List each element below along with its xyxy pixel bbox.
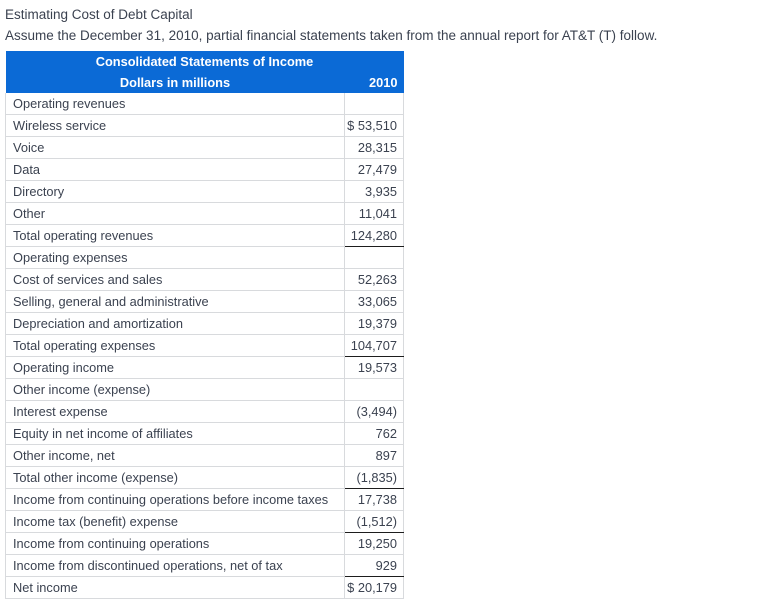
row-value: (3,494) bbox=[344, 400, 404, 423]
row-value bbox=[344, 93, 404, 115]
row-label: Income from discontinued operations, net… bbox=[5, 554, 345, 577]
row-value: 19,573 bbox=[344, 356, 404, 379]
row-label: Total operating revenues bbox=[5, 224, 345, 247]
row-label: Operating expenses bbox=[5, 246, 345, 269]
row-label: Wireless service bbox=[5, 114, 345, 137]
table-row: Operating expenses bbox=[5, 246, 404, 269]
row-value: 929 bbox=[344, 554, 404, 577]
table-header-title-row: Consolidated Statements of Income bbox=[5, 51, 404, 72]
row-value: 33,065 bbox=[344, 290, 404, 313]
table-row: Income from continuing operations before… bbox=[5, 488, 404, 511]
row-value: 104,707 bbox=[344, 334, 404, 357]
row-value bbox=[344, 246, 404, 269]
income-statement-table-wrapper: Consolidated Statements of Income Dollar… bbox=[5, 51, 404, 599]
table-row: Depreciation and amortization 19,379 bbox=[5, 312, 404, 335]
row-value: $ 53,510 bbox=[344, 114, 404, 137]
income-statement-table: Consolidated Statements of Income Dollar… bbox=[5, 51, 404, 599]
row-label: Net income bbox=[5, 576, 345, 599]
row-value: 52,263 bbox=[344, 268, 404, 291]
table-row: Income tax (benefit) expense (1,512) bbox=[5, 510, 404, 533]
table-row: Operating income 19,573 bbox=[5, 356, 404, 379]
row-label: Interest expense bbox=[5, 400, 345, 423]
row-label: Voice bbox=[5, 136, 345, 159]
table-row: Other income, net 897 bbox=[5, 444, 404, 467]
table-row: Operating revenues bbox=[5, 93, 404, 115]
row-value: 11,041 bbox=[344, 202, 404, 225]
table-row: Total operating expenses 104,707 bbox=[5, 334, 404, 357]
row-label: Other income (expense) bbox=[5, 378, 345, 401]
row-label: Equity in net income of affiliates bbox=[5, 422, 345, 445]
table-row: Equity in net income of affiliates 762 bbox=[5, 422, 404, 445]
row-value: 19,379 bbox=[344, 312, 404, 335]
row-value: 19,250 bbox=[344, 532, 404, 555]
row-label: Selling, general and administrative bbox=[5, 290, 345, 313]
table-row: Other income (expense) bbox=[5, 378, 404, 401]
table-title: Consolidated Statements of Income bbox=[5, 51, 404, 72]
row-label: Total operating expenses bbox=[5, 334, 345, 357]
table-row: Cost of services and sales 52,263 bbox=[5, 268, 404, 291]
row-label: Data bbox=[5, 158, 345, 181]
table-row: Net income $ 20,179 bbox=[5, 576, 404, 599]
row-label: Operating income bbox=[5, 356, 345, 379]
row-label: Income from continuing operations before… bbox=[5, 488, 345, 511]
column-header-year: 2010 bbox=[344, 72, 404, 93]
row-value: $ 20,179 bbox=[344, 576, 404, 599]
row-value bbox=[344, 378, 404, 401]
page-title: Estimating Cost of Debt Capital bbox=[5, 7, 193, 22]
prompt-instruction: Assume the December 31, 2010, partial fi… bbox=[5, 28, 658, 43]
table-row: Income from continuing operations 19,250 bbox=[5, 532, 404, 555]
table-row: Data 27,479 bbox=[5, 158, 404, 181]
table-row: Directory 3,935 bbox=[5, 180, 404, 203]
table-row: Voice 28,315 bbox=[5, 136, 404, 159]
row-label: Operating revenues bbox=[5, 93, 345, 115]
row-value: (1,835) bbox=[344, 466, 404, 489]
table-row: Wireless service $ 53,510 bbox=[5, 114, 404, 137]
row-value: 28,315 bbox=[344, 136, 404, 159]
table-row: Total operating revenues 124,280 bbox=[5, 224, 404, 247]
row-label: Other income, net bbox=[5, 444, 345, 467]
table-header: Consolidated Statements of Income Dollar… bbox=[5, 51, 404, 93]
row-value: 27,479 bbox=[344, 158, 404, 181]
table-row: Interest expense (3,494) bbox=[5, 400, 404, 423]
table-row: Income from discontinued operations, net… bbox=[5, 554, 404, 577]
row-label: Depreciation and amortization bbox=[5, 312, 345, 335]
table-row: Selling, general and administrative 33,06… bbox=[5, 290, 404, 313]
row-value: 3,935 bbox=[344, 180, 404, 203]
table-subtitle: Dollars in millions bbox=[5, 72, 345, 93]
table-row: Total other income (expense) (1,835) bbox=[5, 466, 404, 489]
table-row: Other 11,041 bbox=[5, 202, 404, 225]
row-label: Total other income (expense) bbox=[5, 466, 345, 489]
row-value: (1,512) bbox=[344, 510, 404, 533]
table-header-subtitle-row: Dollars in millions 2010 bbox=[5, 72, 404, 93]
row-value: 124,280 bbox=[344, 224, 404, 247]
row-label: Other bbox=[5, 202, 345, 225]
row-label: Income tax (benefit) expense bbox=[5, 510, 345, 533]
table-body: Operating revenues Wireless service $ 53,5… bbox=[5, 93, 404, 599]
row-label: Income from continuing operations bbox=[5, 532, 345, 555]
row-value: 897 bbox=[344, 444, 404, 467]
row-value: 17,738 bbox=[344, 488, 404, 511]
prompt-block: Estimating Cost of Debt Capital Assume t… bbox=[0, 0, 780, 46]
row-label: Directory bbox=[5, 180, 345, 203]
row-label: Cost of services and sales bbox=[5, 268, 345, 291]
row-value: 762 bbox=[344, 422, 404, 445]
